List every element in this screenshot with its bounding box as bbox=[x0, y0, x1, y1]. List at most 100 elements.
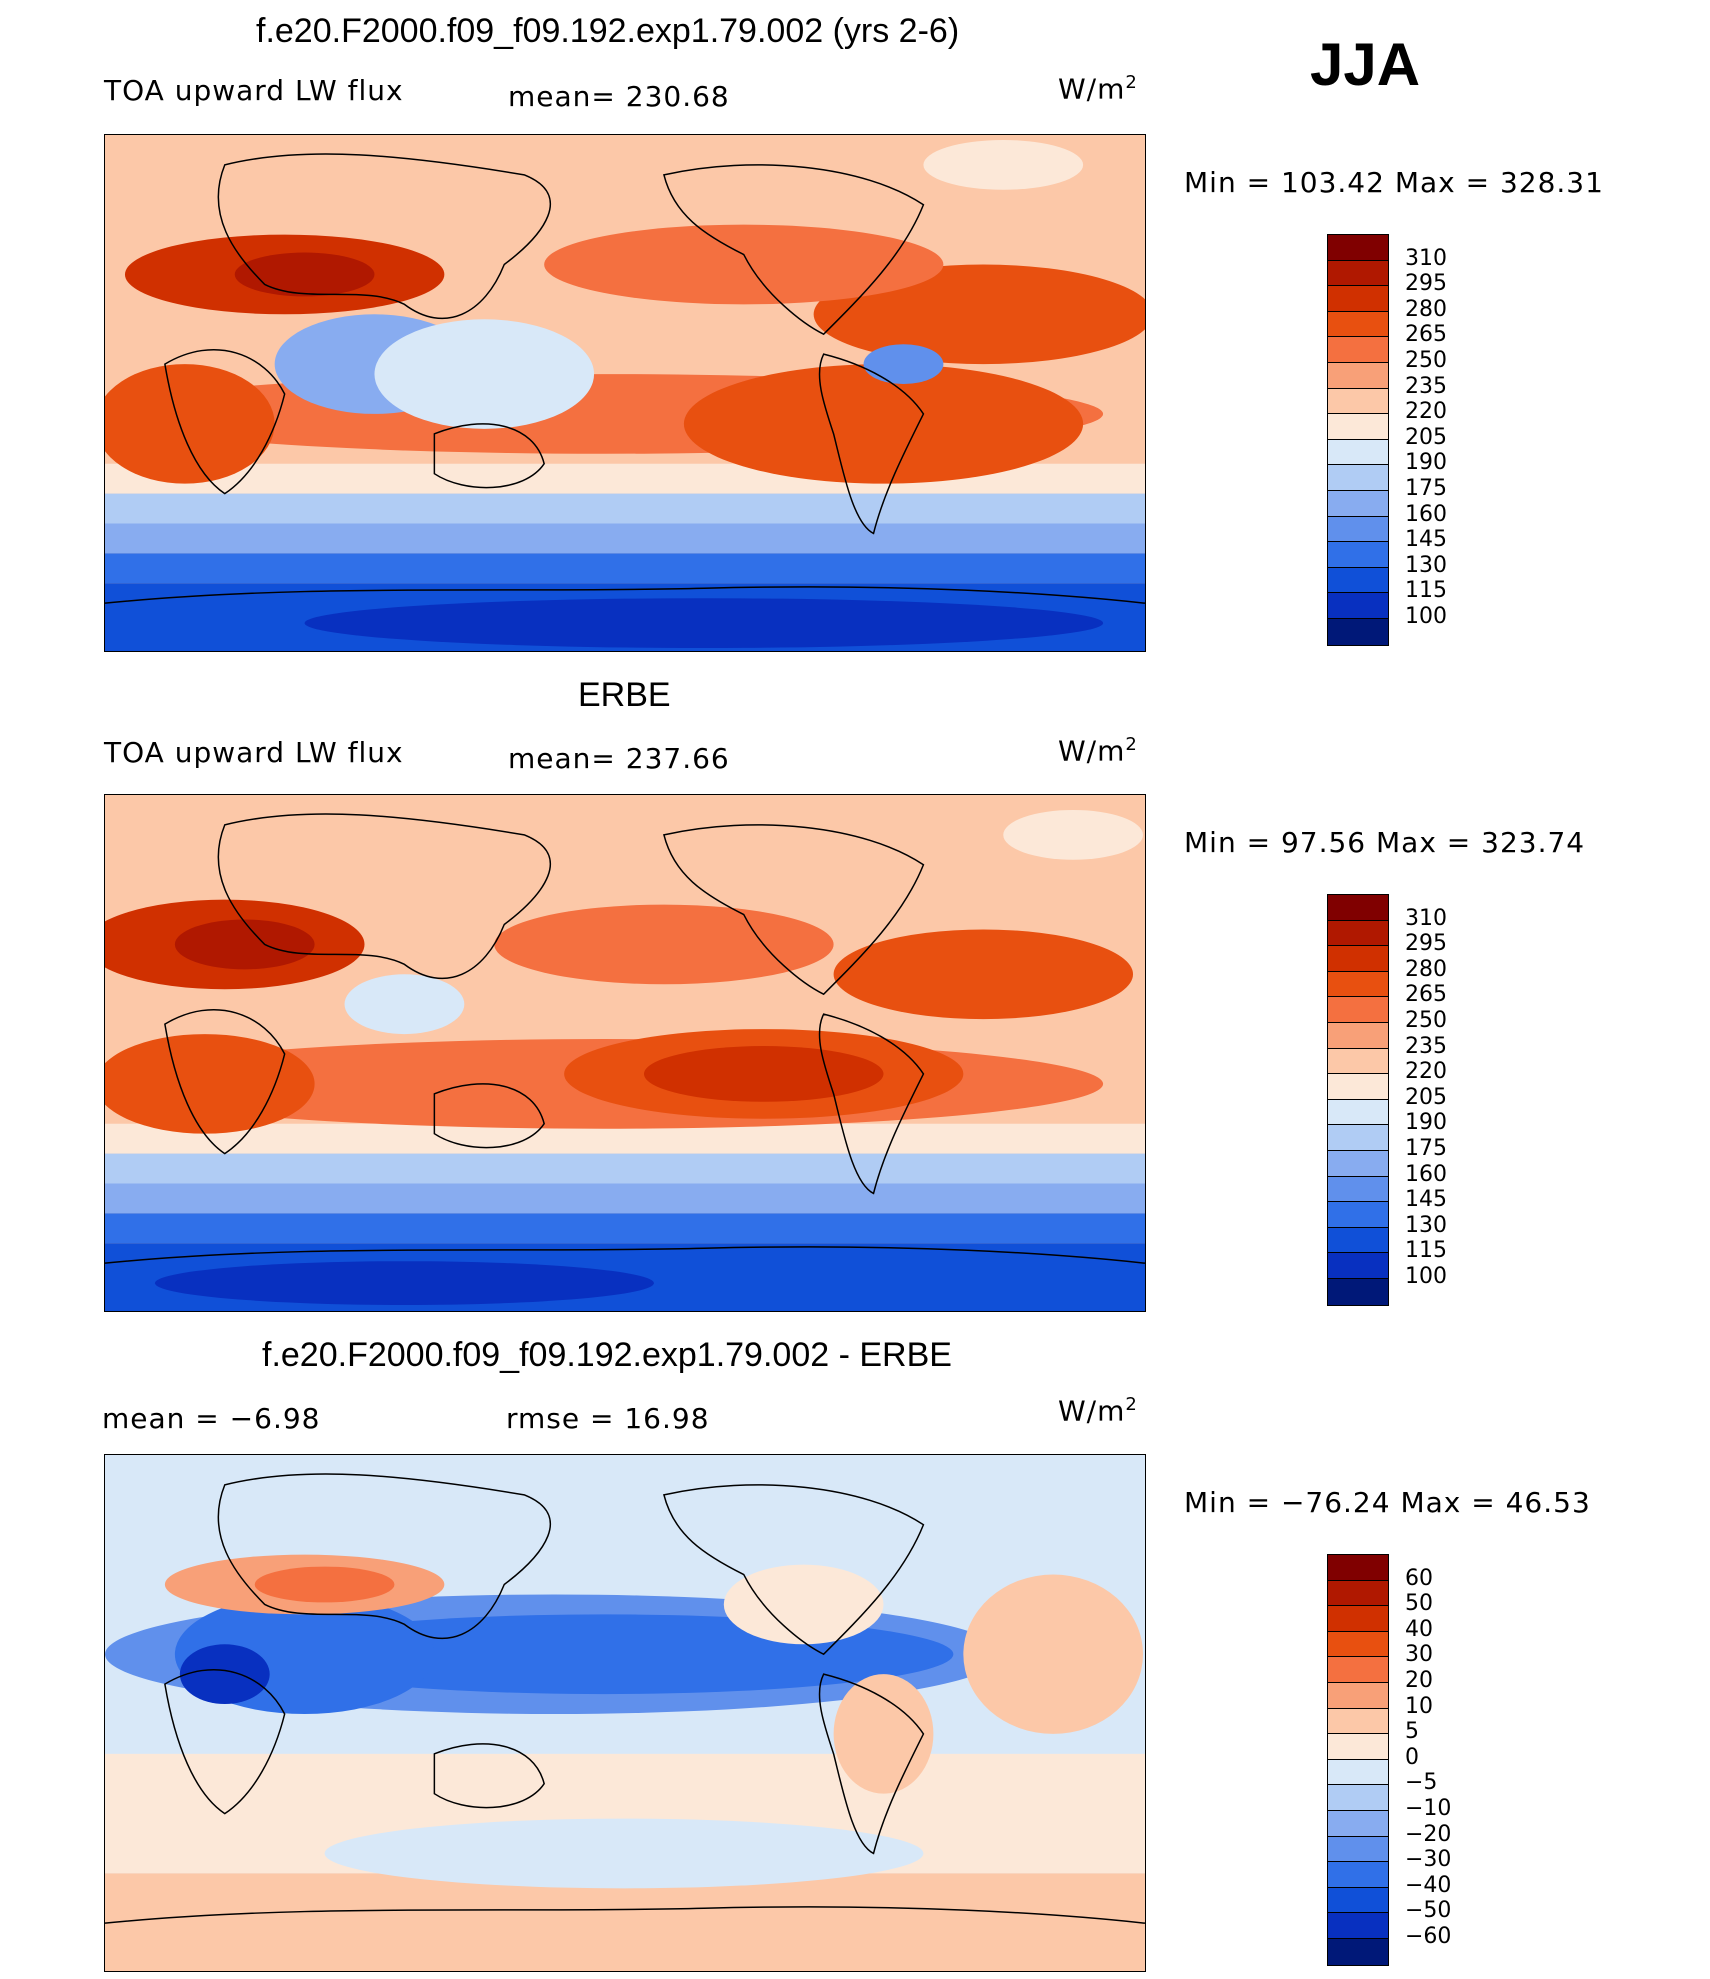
colorbar-swatch bbox=[1328, 465, 1388, 491]
colorbar-swatch bbox=[1328, 1682, 1388, 1709]
colorbar-tick-label: 235 bbox=[1405, 1033, 1447, 1059]
colorbar-tick-label: 130 bbox=[1405, 552, 1447, 578]
colorbar-swatch bbox=[1328, 1606, 1388, 1632]
season-label: JJA bbox=[1310, 31, 1421, 98]
colorbar-swatch bbox=[1328, 235, 1388, 261]
panel2-colorbar bbox=[1327, 894, 1389, 1306]
colorbar-tick-label: −50 bbox=[1405, 1898, 1452, 1924]
colorbar-tick-label: −20 bbox=[1405, 1821, 1452, 1847]
colorbar-swatch bbox=[1328, 1657, 1388, 1683]
panel2-minmax: Min = 97.56 Max = 323.74 bbox=[1184, 826, 1586, 859]
panel1-variable-label: TOA upward LW flux bbox=[104, 74, 404, 107]
colorbar-swatch bbox=[1328, 1887, 1388, 1914]
panel3-rmse-label: rmse = 16.98 bbox=[506, 1402, 710, 1435]
colorbar-swatch bbox=[1328, 1810, 1388, 1837]
colorbar-swatch bbox=[1328, 311, 1388, 338]
colorbar-tick-label: 310 bbox=[1405, 905, 1447, 931]
colorbar-tick-label: 5 bbox=[1405, 1719, 1419, 1745]
panel1-colorbar bbox=[1327, 234, 1389, 646]
colorbar-swatch bbox=[1328, 286, 1388, 312]
colorbar-swatch bbox=[1328, 1099, 1388, 1126]
panel3-units: W/m2 bbox=[1058, 1394, 1138, 1428]
colorbar-tick-label: 280 bbox=[1405, 956, 1447, 982]
colorbar-swatch bbox=[1328, 920, 1388, 947]
panel3-mean-label: mean = −6.98 bbox=[102, 1402, 321, 1435]
colorbar-swatch bbox=[1328, 542, 1388, 568]
colorbar-swatch bbox=[1328, 1125, 1388, 1151]
colorbar-swatch bbox=[1328, 490, 1388, 517]
colorbar-tick-label: 160 bbox=[1405, 1161, 1447, 1187]
colorbar-swatch bbox=[1328, 516, 1388, 543]
panel3-map bbox=[104, 1454, 1146, 1972]
colorbar-tick-label: −40 bbox=[1405, 1872, 1452, 1898]
colorbar-tick-label: −60 bbox=[1405, 1924, 1452, 1949]
panel1-mean-label: mean= 230.68 bbox=[508, 80, 730, 113]
colorbar-swatch bbox=[1328, 1862, 1388, 1888]
colorbar-tick-label: 265 bbox=[1405, 982, 1447, 1008]
colorbar-swatch bbox=[1328, 388, 1388, 415]
colorbar-tick-label: 115 bbox=[1405, 1238, 1447, 1264]
colorbar-swatch bbox=[1328, 1150, 1388, 1177]
panel2-units: W/m2 bbox=[1058, 734, 1138, 768]
colorbar-swatch bbox=[1328, 1631, 1388, 1658]
panel1-units: W/m2 bbox=[1058, 72, 1138, 106]
panel1-minmax: Min = 103.42 Max = 328.31 bbox=[1184, 166, 1604, 199]
panel3-minmax: Min = −76.24 Max = 46.53 bbox=[1184, 1486, 1591, 1519]
colorbar-swatch bbox=[1328, 1938, 1388, 1965]
colorbar-swatch bbox=[1328, 414, 1388, 440]
colorbar-swatch bbox=[1328, 593, 1388, 619]
colorbar-tick-label: 60 bbox=[1405, 1565, 1433, 1591]
panel2-variable-label: TOA upward LW flux bbox=[104, 736, 404, 769]
colorbar-tick-label: 20 bbox=[1405, 1668, 1433, 1693]
colorbar-tick-label: 190 bbox=[1405, 1110, 1447, 1136]
colorbar-tick-label: 190 bbox=[1405, 450, 1447, 476]
colorbar-swatch bbox=[1328, 337, 1388, 363]
colorbar-swatch bbox=[1328, 946, 1388, 972]
colorbar-tick-label: 175 bbox=[1405, 1136, 1447, 1161]
colorbar-tick-label: 145 bbox=[1405, 1187, 1447, 1213]
colorbar-tick-label: 115 bbox=[1405, 578, 1447, 604]
colorbar-swatch bbox=[1328, 1580, 1388, 1607]
panel2-title: ERBE bbox=[578, 676, 671, 714]
colorbar-tick-label: 145 bbox=[1405, 527, 1447, 553]
panel3-colorbar bbox=[1327, 1554, 1389, 1966]
colorbar-tick-label: 235 bbox=[1405, 373, 1447, 399]
colorbar-tick-label: 100 bbox=[1405, 1264, 1447, 1289]
colorbar-tick-label: 100 bbox=[1405, 604, 1447, 629]
colorbar-tick-label: 40 bbox=[1405, 1616, 1433, 1642]
colorbar-tick-label: 130 bbox=[1405, 1212, 1447, 1238]
colorbar-swatch bbox=[1328, 971, 1388, 998]
panel1-map bbox=[104, 134, 1146, 652]
colorbar-swatch bbox=[1328, 439, 1388, 466]
colorbar-swatch bbox=[1328, 1836, 1388, 1863]
colorbar-tick-label: 220 bbox=[1405, 399, 1447, 425]
colorbar-tick-label: 10 bbox=[1405, 1693, 1433, 1719]
colorbar-swatch bbox=[1328, 997, 1388, 1023]
colorbar-tick-label: 280 bbox=[1405, 296, 1447, 322]
panel2-mean-label: mean= 237.66 bbox=[508, 742, 730, 775]
colorbar-tick-label: 30 bbox=[1405, 1642, 1433, 1668]
colorbar-tick-label: 250 bbox=[1405, 348, 1447, 373]
colorbar-tick-label: 160 bbox=[1405, 501, 1447, 527]
colorbar-swatch bbox=[1328, 1074, 1388, 1100]
colorbar-tick-label: 205 bbox=[1405, 1084, 1447, 1110]
colorbar-swatch bbox=[1328, 1278, 1388, 1305]
colorbar-tick-label: 0 bbox=[1405, 1744, 1419, 1770]
colorbar-swatch bbox=[1328, 1708, 1388, 1735]
colorbar-swatch bbox=[1328, 1555, 1388, 1581]
colorbar-swatch bbox=[1328, 1202, 1388, 1228]
panel1-title: f.e20.F2000.f09_f09.192.exp1.79.002 (yrs… bbox=[256, 12, 960, 50]
colorbar-swatch bbox=[1328, 362, 1388, 389]
colorbar-swatch bbox=[1328, 1913, 1388, 1939]
colorbar-tick-label: 175 bbox=[1405, 476, 1447, 501]
colorbar-swatch bbox=[1328, 895, 1388, 921]
colorbar-tick-label: 265 bbox=[1405, 322, 1447, 348]
colorbar-swatch bbox=[1328, 1176, 1388, 1203]
colorbar-tick-label: −10 bbox=[1405, 1796, 1452, 1821]
colorbar-swatch bbox=[1328, 1785, 1388, 1811]
colorbar-swatch bbox=[1328, 1022, 1388, 1049]
colorbar-tick-label: 295 bbox=[1405, 271, 1447, 297]
colorbar-tick-label: 250 bbox=[1405, 1008, 1447, 1033]
colorbar-tick-label: 205 bbox=[1405, 424, 1447, 450]
colorbar-tick-label: −30 bbox=[1405, 1847, 1452, 1873]
